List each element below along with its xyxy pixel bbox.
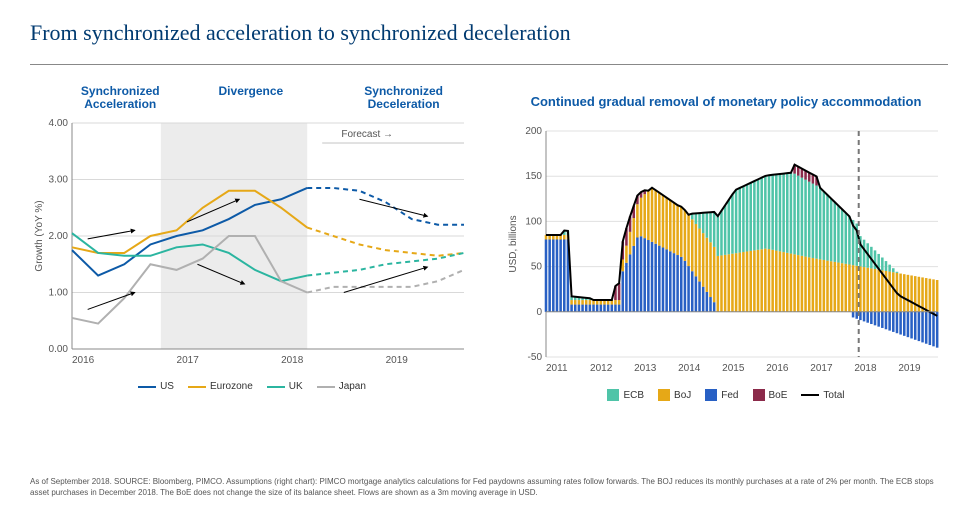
svg-text:0.00: 0.00	[49, 344, 69, 355]
title-rule	[30, 64, 948, 65]
svg-text:100: 100	[525, 216, 542, 227]
svg-text:-50: -50	[528, 352, 543, 363]
left-legend: USEurozoneUKJapan	[30, 381, 474, 392]
svg-text:Growth (YoY %): Growth (YoY %)	[34, 200, 45, 271]
right-chart-title: Continued gradual removal of monetary po…	[504, 85, 948, 117]
right-chart-svg: -50 0 50 100 150 200 2011 2012 2013 2014 2015 2016 2…	[504, 125, 944, 385]
svg-text:1.00: 1.00	[49, 288, 69, 299]
svg-text:2014: 2014	[678, 363, 701, 374]
charts-row: SynchronizedAcceleration Divergence Sync…	[30, 85, 948, 401]
svg-text:Forecast →: Forecast →	[341, 129, 393, 140]
svg-text:2018: 2018	[854, 363, 877, 374]
page-title: From synchronized acceleration to synchr…	[30, 20, 948, 46]
footnote: As of September 2018. SOURCE: Bloomberg,…	[30, 477, 948, 498]
svg-text:150: 150	[525, 171, 542, 182]
left-chart: SynchronizedAcceleration Divergence Sync…	[30, 85, 474, 401]
phase-label-decel: SynchronizedDeceleration	[333, 85, 474, 111]
svg-text:2018: 2018	[281, 355, 304, 366]
phase-label-accel: SynchronizedAcceleration	[72, 85, 168, 111]
right-chart: Continued gradual removal of monetary po…	[504, 85, 948, 401]
phase-label-diverge: Divergence	[168, 85, 333, 111]
phase-labels: SynchronizedAcceleration Divergence Sync…	[72, 85, 474, 111]
svg-text:0: 0	[536, 307, 542, 318]
svg-text:2.00: 2.00	[49, 231, 69, 242]
svg-text:2012: 2012	[590, 363, 613, 374]
svg-text:50: 50	[531, 262, 543, 273]
svg-text:2017: 2017	[810, 363, 833, 374]
svg-text:2017: 2017	[177, 355, 200, 366]
right-legend: ECBBoJFedBoETotal	[504, 389, 948, 401]
svg-text:2015: 2015	[722, 363, 745, 374]
left-chart-svg: 0.00 1.00 2.00 3.00 4.00 2016 2017 2018 2019 Grow…	[30, 117, 470, 377]
svg-text:USD, billions: USD, billions	[508, 215, 519, 272]
svg-text:2016: 2016	[72, 355, 95, 366]
svg-text:3.00: 3.00	[49, 175, 69, 186]
svg-text:2016: 2016	[766, 363, 789, 374]
svg-text:2011: 2011	[546, 363, 568, 374]
svg-text:2013: 2013	[634, 363, 657, 374]
svg-text:4.00: 4.00	[49, 118, 69, 129]
svg-text:2019: 2019	[386, 355, 409, 366]
svg-text:2019: 2019	[898, 363, 921, 374]
svg-text:200: 200	[525, 126, 542, 137]
